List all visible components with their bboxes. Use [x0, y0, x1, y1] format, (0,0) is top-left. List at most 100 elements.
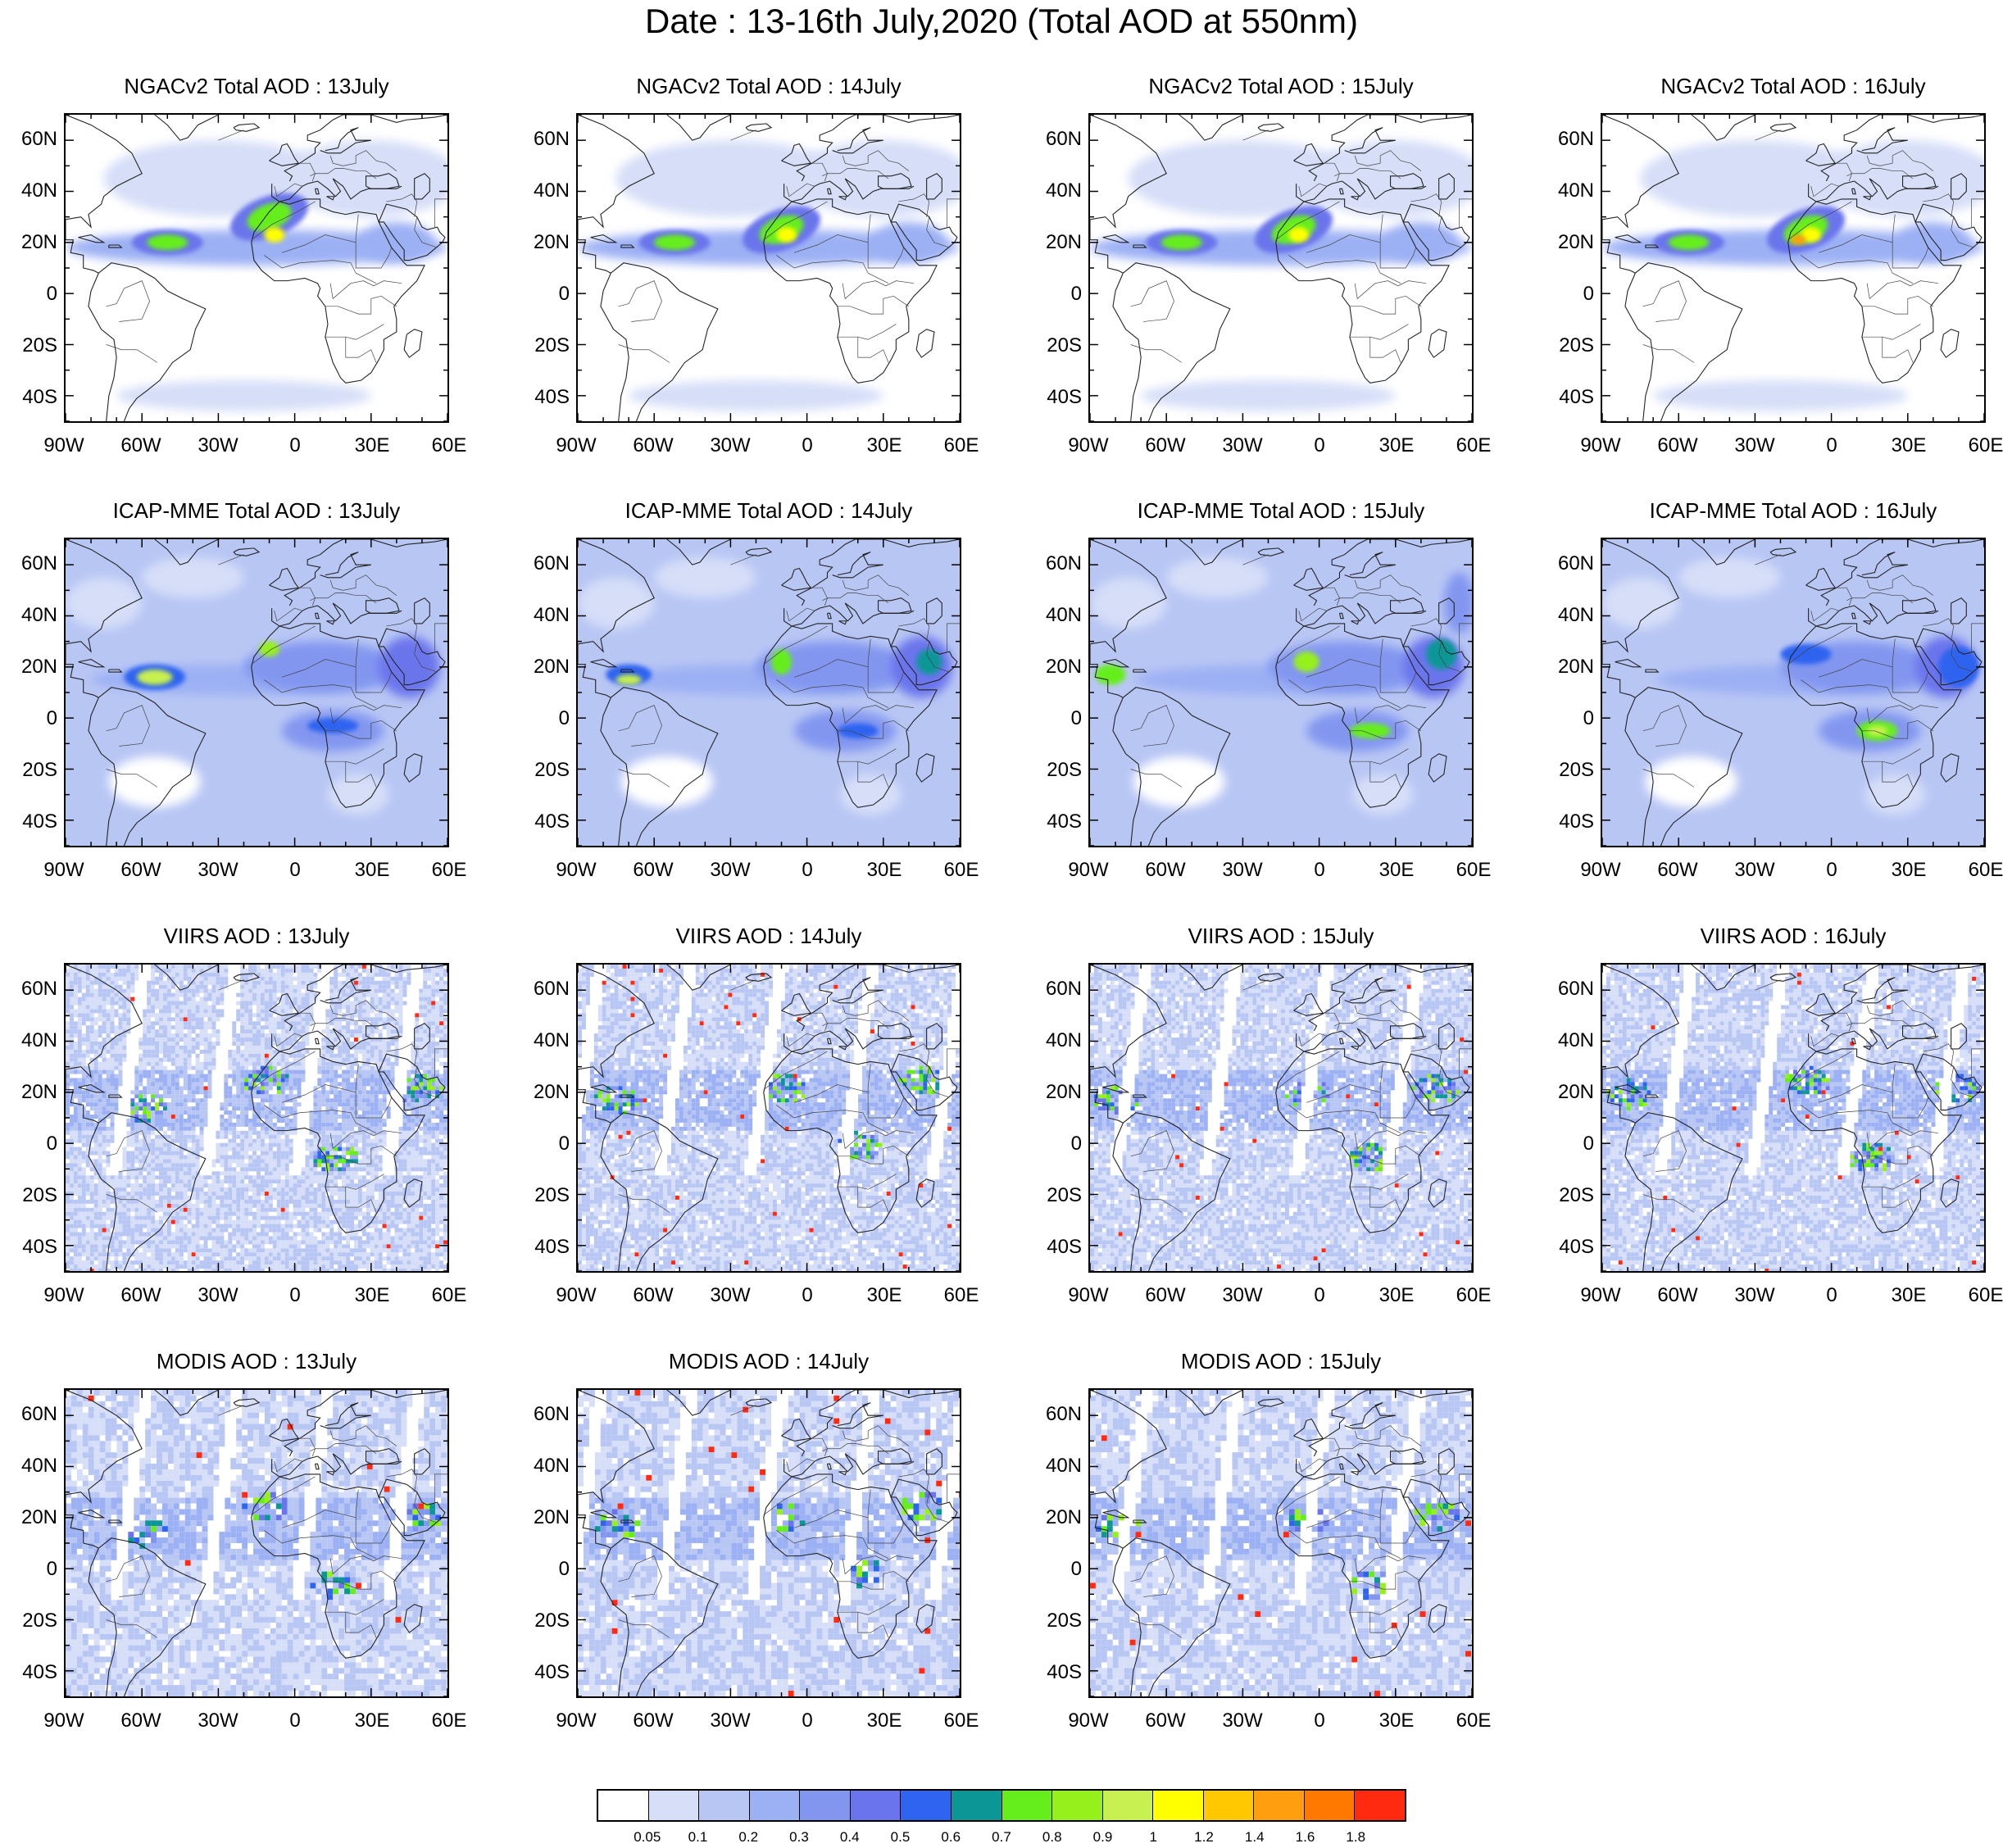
map-panel: MODIS AOD : 15July 60N 40N 20N 0 20S 40S 90W 60W…	[1024, 1275, 1491, 1732]
aod-field	[1602, 539, 1984, 846]
lon-tick-label: 90W	[31, 1284, 97, 1307]
map-canvas	[1602, 115, 1984, 421]
lon-tick-label: 60E	[929, 1284, 994, 1307]
lat-tick-label: 40N	[1537, 1029, 1594, 1052]
lat-tick-label: 40N	[1024, 1029, 1082, 1052]
lat-tick-label: 20N	[0, 231, 57, 254]
map-plot	[1088, 538, 1474, 847]
lon-tick-label: 60W	[108, 434, 174, 457]
lon-tick-label: 60W	[108, 1284, 174, 1307]
lat-tick-label: 40N	[1024, 604, 1082, 627]
panel-title: VIIRS AOD : 15July	[1088, 924, 1474, 949]
lat-tick-label: 20S	[1024, 334, 1082, 357]
lat-tick-label: 20N	[0, 656, 57, 679]
lat-tick-label: 20N	[1537, 231, 1594, 254]
lat-tick-label: 60N	[512, 552, 570, 575]
lat-tick-label: 20S	[1537, 759, 1594, 782]
map-panel: VIIRS AOD : 16July 60N 40N 20N 0 20S 40S 90W 60W…	[1537, 850, 2003, 1306]
lat-tick-label: 40S	[1024, 386, 1082, 409]
panel-title: MODIS AOD : 15July	[1088, 1349, 1474, 1374]
colorbar-swatch	[699, 1791, 750, 1820]
lon-tick-label: 30E	[852, 1284, 917, 1307]
panel-title: ICAP-MME Total AOD : 13July	[64, 498, 449, 524]
lat-tick-label: 40S	[0, 810, 57, 833]
axis-ticks	[578, 115, 960, 421]
panel-title: VIIRS AOD : 16July	[1601, 924, 1986, 949]
map-panel: ICAP-MME Total AOD : 15July 60N 40N 20N 0 20S…	[1024, 425, 1491, 881]
lon-tick-label: 0	[1287, 434, 1352, 457]
lon-tick-label: 30E	[339, 434, 405, 457]
map-canvas	[578, 115, 960, 421]
lat-tick-label: 40N	[512, 179, 570, 202]
lon-tick-label: 30E	[1364, 434, 1429, 457]
coastlines	[66, 539, 447, 846]
lon-tick-label: 90W	[1568, 1284, 1633, 1307]
lat-tick-label: 20S	[0, 334, 57, 357]
lon-tick-label: 0	[1287, 859, 1352, 882]
lon-tick-label: 90W	[543, 434, 609, 457]
colorbar-swatch	[1153, 1791, 1204, 1820]
coastlines	[66, 965, 447, 1271]
colorbar-swatch	[901, 1791, 952, 1820]
map-plot	[1088, 1388, 1474, 1698]
axis-ticks	[1090, 965, 1472, 1271]
axis-ticks	[1090, 1390, 1472, 1696]
lon-tick-label: 30W	[185, 859, 251, 882]
lon-tick-label: 0	[262, 434, 328, 457]
lat-tick-label: 60N	[0, 128, 57, 151]
map-canvas	[1090, 539, 1472, 846]
map-plot	[1601, 963, 1986, 1273]
country-borders	[106, 554, 447, 788]
aod-field	[578, 115, 960, 421]
lon-tick-label: 60W	[1133, 1710, 1198, 1732]
lat-tick-label: 0	[1537, 283, 1594, 306]
coastlines	[1602, 965, 1984, 1271]
coastlines	[1090, 1390, 1472, 1696]
lat-tick-label: 20S	[0, 1184, 57, 1207]
colorbar-tick-label: 0.8	[1028, 1829, 1077, 1846]
colorbar-swatch	[1052, 1791, 1103, 1820]
lon-tick-label: 90W	[1056, 859, 1121, 882]
lon-tick-label: 60W	[1645, 859, 1710, 882]
axis-ticks	[1090, 539, 1472, 846]
colorbar-swatch	[1002, 1791, 1053, 1820]
axis-ticks	[1602, 115, 1984, 421]
lon-tick-label: 60W	[108, 1710, 174, 1732]
colorbar-swatch	[1102, 1791, 1154, 1820]
aod-field	[1602, 115, 1984, 421]
colorbar-swatch	[1355, 1791, 1405, 1820]
lon-tick-label: 30W	[1210, 1284, 1275, 1307]
map-canvas	[578, 539, 960, 846]
lon-tick-label: 30E	[1364, 1284, 1429, 1307]
lat-tick-label: 40N	[0, 1029, 57, 1052]
lat-tick-label: 40N	[1537, 179, 1594, 202]
lat-tick-label: 60N	[512, 1403, 570, 1426]
aod-field	[1090, 965, 1472, 1271]
lon-tick-label: 30W	[1210, 434, 1275, 457]
lat-tick-label: 40N	[0, 179, 57, 202]
colorbar-tick-label: 1.4	[1230, 1829, 1279, 1846]
map-panel: MODIS AOD : 14July 60N 40N 20N 0 20S 40S 90W 60W…	[512, 1275, 979, 1732]
lat-tick-label: 40N	[512, 1029, 570, 1052]
country-borders	[106, 129, 447, 363]
lat-tick-label: 60N	[1024, 552, 1082, 575]
lat-tick-label: 20S	[1024, 1610, 1082, 1632]
lon-tick-label: 0	[1287, 1284, 1352, 1307]
lon-tick-label: 0	[1287, 1710, 1352, 1732]
map-plot	[576, 538, 961, 847]
country-borders	[1130, 129, 1472, 363]
coastlines	[1602, 539, 1984, 846]
lat-tick-label: 0	[1537, 707, 1594, 730]
lon-tick-label: 60W	[108, 859, 174, 882]
lon-tick-label: 30W	[697, 434, 763, 457]
lat-tick-label: 40S	[512, 386, 570, 409]
lat-tick-label: 0	[1024, 1558, 1082, 1581]
aod-field	[578, 1390, 960, 1696]
map-panel: NGACv2 Total AOD : 14July 60N 40N 20N 0 20S 40…	[512, 0, 979, 456]
lat-tick-label: 60N	[0, 552, 57, 575]
lon-tick-label: 90W	[543, 1284, 609, 1307]
lat-tick-label: 40S	[1024, 1661, 1082, 1684]
lon-tick-label: 30W	[1722, 434, 1787, 457]
colorbar-swatch	[648, 1791, 700, 1820]
lon-tick-label: 0	[774, 434, 840, 457]
